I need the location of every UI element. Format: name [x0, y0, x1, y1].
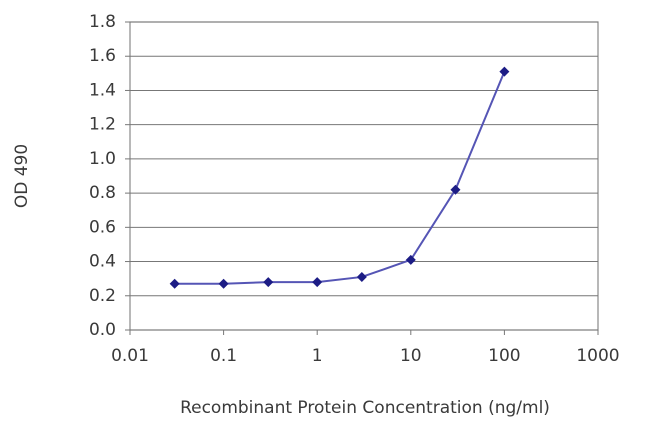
data-point — [356, 271, 367, 282]
x-axis-label: Recombinant Protein Concentration (ng/ml… — [180, 398, 550, 418]
data-point — [312, 277, 323, 288]
data-line — [174, 71, 506, 285]
y-axis-label: OD 490 — [12, 144, 32, 208]
x-tick-label: 0.01 — [111, 346, 149, 366]
data-point — [405, 254, 416, 265]
x-tick-label: 1 — [312, 346, 323, 366]
data-point — [450, 184, 461, 195]
y-tick-label: 0.4 — [89, 252, 116, 272]
y-tick-label: 1.8 — [89, 12, 116, 32]
x-tick-label: 0.1 — [210, 346, 237, 366]
x-tick-label: 100 — [488, 346, 520, 366]
data-point — [263, 277, 274, 288]
data-point — [499, 66, 510, 77]
data-point — [218, 278, 229, 289]
x-tick-label: 1000 — [576, 346, 619, 366]
data-point — [169, 278, 180, 289]
y-tick-label: 0.0 — [89, 320, 116, 340]
y-tick-label: 0.8 — [89, 183, 116, 203]
y-tick-label: 0.2 — [89, 286, 116, 306]
y-tick-label: 1.0 — [89, 149, 116, 169]
y-tick-label: 1.2 — [89, 115, 116, 135]
x-tick-label: 10 — [400, 346, 422, 366]
y-tick-label: 1.4 — [89, 80, 116, 100]
y-tick-label: 1.6 — [89, 46, 116, 66]
y-tick-label: 0.6 — [89, 217, 116, 237]
